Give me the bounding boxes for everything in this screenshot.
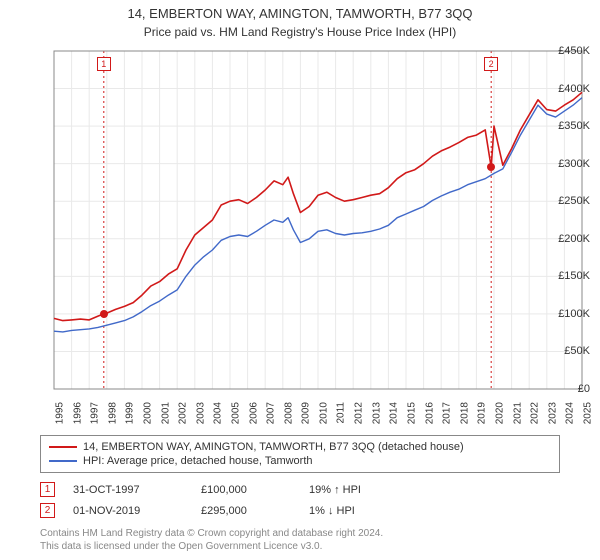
legend-item: HPI: Average price, detached house, Tamw… bbox=[49, 454, 551, 468]
legend-item: 14, EMBERTON WAY, AMINGTON, TAMWORTH, B7… bbox=[49, 440, 551, 454]
legend: 14, EMBERTON WAY, AMINGTON, TAMWORTH, B7… bbox=[40, 435, 560, 473]
chart-svg bbox=[10, 43, 590, 431]
event-row: 2 01-NOV-2019 £295,000 1% ↓ HPI bbox=[40, 500, 560, 521]
transaction-marker: 2 bbox=[484, 57, 498, 71]
x-axis-tick: 2025 bbox=[582, 402, 600, 424]
y-axis-tick: £200K bbox=[550, 233, 590, 245]
y-axis-tick: £150K bbox=[550, 270, 590, 282]
transaction-events: 1 31-OCT-1997 £100,000 19% ↑ HPI 2 01-NOV-201… bbox=[40, 479, 560, 521]
event-delta: 1% ↓ HPI bbox=[309, 505, 355, 517]
y-axis-tick: £450K bbox=[550, 45, 590, 57]
legend-label: 14, EMBERTON WAY, AMINGTON, TAMWORTH, B7… bbox=[83, 441, 464, 453]
legend-label: HPI: Average price, detached house, Tamw… bbox=[83, 455, 313, 467]
y-axis-tick: £100K bbox=[550, 308, 590, 320]
footer-line-2: This data is licensed under the Open Gov… bbox=[40, 540, 560, 553]
y-axis-tick: £300K bbox=[550, 158, 590, 170]
event-date: 31-OCT-1997 bbox=[73, 484, 183, 496]
y-axis-tick: £0 bbox=[550, 383, 590, 395]
transaction-dot bbox=[100, 310, 108, 318]
chart-subtitle: Price paid vs. HM Land Registry's House … bbox=[0, 21, 600, 43]
event-number-icon: 1 bbox=[40, 482, 55, 497]
chart-area: £0 £50K £100K £150K £200K £250K £300K £350K £400… bbox=[10, 43, 590, 431]
y-axis-tick: £400K bbox=[550, 83, 590, 95]
chart-title: 14, EMBERTON WAY, AMINGTON, TAMWORTH, B7… bbox=[0, 0, 600, 21]
y-axis-tick: £50K bbox=[550, 345, 590, 357]
y-axis-tick: £350K bbox=[550, 120, 590, 132]
footer-attribution: Contains HM Land Registry data © Crown c… bbox=[40, 527, 560, 553]
footer-line-1: Contains HM Land Registry data © Crown c… bbox=[40, 527, 560, 540]
event-number-icon: 2 bbox=[40, 503, 55, 518]
legend-swatch bbox=[49, 446, 77, 448]
y-axis-tick: £250K bbox=[550, 195, 590, 207]
event-price: £100,000 bbox=[201, 484, 291, 496]
event-delta: 19% ↑ HPI bbox=[309, 484, 361, 496]
event-price: £295,000 bbox=[201, 505, 291, 517]
transaction-marker: 1 bbox=[97, 57, 111, 71]
event-row: 1 31-OCT-1997 £100,000 19% ↑ HPI bbox=[40, 479, 560, 500]
legend-swatch bbox=[49, 460, 77, 462]
event-date: 01-NOV-2019 bbox=[73, 505, 183, 517]
